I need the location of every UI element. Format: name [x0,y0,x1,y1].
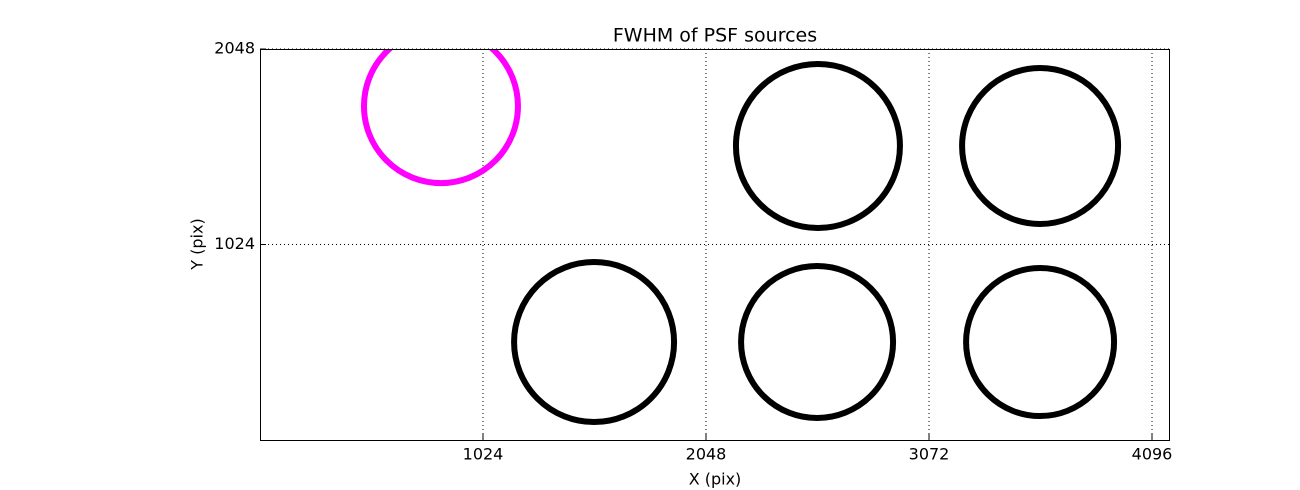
chart-title: FWHM of PSF sources [613,25,817,47]
y-tick-label: 2048 [214,39,255,58]
source-circle [963,265,1118,420]
source-circle [738,263,897,422]
x-tick-label: 1024 [463,445,504,464]
y-axis-label: Y (pix) [188,218,207,270]
source-circle [511,259,678,426]
grid [260,48,1169,440]
y-tick-label: 1024 [214,234,255,253]
x-axis-label: X (pix) [689,470,742,489]
x-tick-label: 4096 [1132,445,1173,464]
source-circle [360,49,521,187]
source-circle [959,64,1122,227]
plot-area [360,49,1122,426]
x-tick-label: 3072 [909,445,950,464]
x-tick-label: 2048 [686,445,727,464]
source-circle [732,60,903,231]
